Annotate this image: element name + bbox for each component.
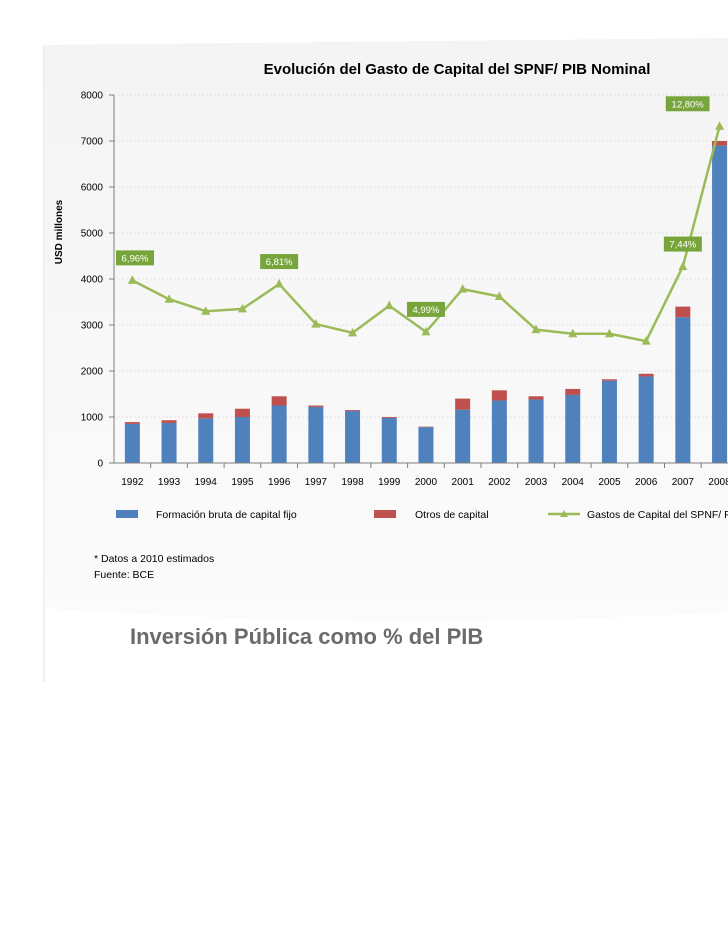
note-estimated: * Datos a 2010 estimados	[94, 553, 214, 565]
bar-fbkf-1994	[198, 418, 213, 463]
legend-swatch-fbkf	[116, 510, 138, 518]
bar-fbkf-1999	[382, 418, 397, 463]
bar-fbkf-2004	[565, 395, 580, 463]
y-tick-label: 8000	[81, 91, 104, 102]
legend-label-fbkf: Formación bruta de capital fijo	[156, 509, 297, 521]
bar-otros-1996	[272, 396, 287, 405]
bar-otros-2002	[492, 390, 507, 400]
y-tick-label: 4000	[81, 275, 104, 286]
bar-otros-2007	[675, 307, 690, 318]
x-tick-label-2001: 2001	[452, 477, 475, 488]
bar-otros-2006	[639, 374, 654, 377]
y-tick-label: 5000	[81, 229, 104, 240]
bar-fbkf-1995	[235, 417, 250, 463]
data-label-1996: 6,81%	[266, 257, 293, 268]
bar-fbkf-1993	[162, 423, 177, 463]
legend-swatch-otros	[374, 510, 396, 518]
legend-label-otros: Otros de capital	[415, 509, 489, 521]
y-tick-label: 0	[97, 459, 103, 470]
note-source: Fuente: BCE	[94, 569, 154, 581]
x-tick-label-2002: 2002	[488, 477, 511, 488]
bar-fbkf-1996	[272, 406, 287, 464]
data-label-1992: 6,96%	[122, 253, 149, 264]
legend-label-gastos: Gastos de Capital del SPNF/ PIB	[587, 509, 728, 521]
bar-otros-1993	[162, 420, 177, 423]
x-tick-label-1997: 1997	[305, 477, 328, 488]
data-label-2008: 12,80%	[672, 99, 705, 110]
x-tick-label-1999: 1999	[378, 477, 401, 488]
bar-otros-1994	[198, 413, 213, 418]
bar-fbkf-2000	[418, 427, 433, 463]
x-tick-label-2000: 2000	[415, 477, 438, 488]
bar-otros-2001	[455, 399, 470, 410]
x-tick-label-1992: 1992	[121, 477, 144, 488]
bar-fbkf-2002	[492, 400, 507, 463]
slide-background-shape	[44, 38, 728, 621]
x-tick-label-2003: 2003	[525, 477, 548, 488]
x-tick-label-2004: 2004	[562, 477, 585, 488]
y-axis-label: USD millones	[54, 199, 65, 264]
bar-fbkf-2003	[529, 400, 544, 463]
y-tick-label: 3000	[81, 321, 104, 332]
data-label-2007: 7,44%	[669, 240, 696, 251]
bar-fbkf-2008	[712, 146, 727, 463]
y-tick-label: 1000	[81, 413, 104, 424]
bar-otros-1997	[308, 406, 323, 407]
bar-fbkf-2007	[675, 317, 690, 463]
x-tick-label-2006: 2006	[635, 477, 658, 488]
x-tick-label-1996: 1996	[268, 477, 291, 488]
x-tick-label-2008: 2008	[708, 477, 728, 488]
bar-otros-2005	[602, 379, 617, 380]
bar-otros-2004	[565, 389, 580, 395]
x-tick-label-1995: 1995	[231, 477, 254, 488]
bar-otros-1992	[125, 422, 140, 424]
y-tick-label: 2000	[81, 367, 104, 378]
y-tick-label: 6000	[81, 183, 104, 194]
slide-caption: Inversión Pública como % del PIB	[130, 624, 483, 650]
bar-fbkf-1997	[308, 407, 323, 463]
x-tick-label-1994: 1994	[195, 477, 218, 488]
bar-fbkf-1992	[125, 424, 140, 463]
bar-fbkf-2006	[639, 377, 654, 463]
bar-fbkf-2001	[455, 410, 470, 463]
bar-fbkf-1998	[345, 411, 360, 463]
bar-otros-1998	[345, 410, 360, 411]
x-tick-label-2007: 2007	[672, 477, 695, 488]
x-tick-label-1998: 1998	[341, 477, 364, 488]
x-tick-label-1993: 1993	[158, 477, 181, 488]
bar-otros-1999	[382, 417, 397, 418]
bar-otros-2003	[529, 396, 544, 399]
x-tick-label-2005: 2005	[598, 477, 621, 488]
chart-title: Evolución del Gasto de Capital del SPNF/…	[264, 61, 651, 78]
y-tick-label: 7000	[81, 137, 104, 148]
data-label-2000: 4,99%	[412, 305, 439, 316]
bar-fbkf-2005	[602, 381, 617, 463]
bar-otros-1995	[235, 409, 250, 417]
